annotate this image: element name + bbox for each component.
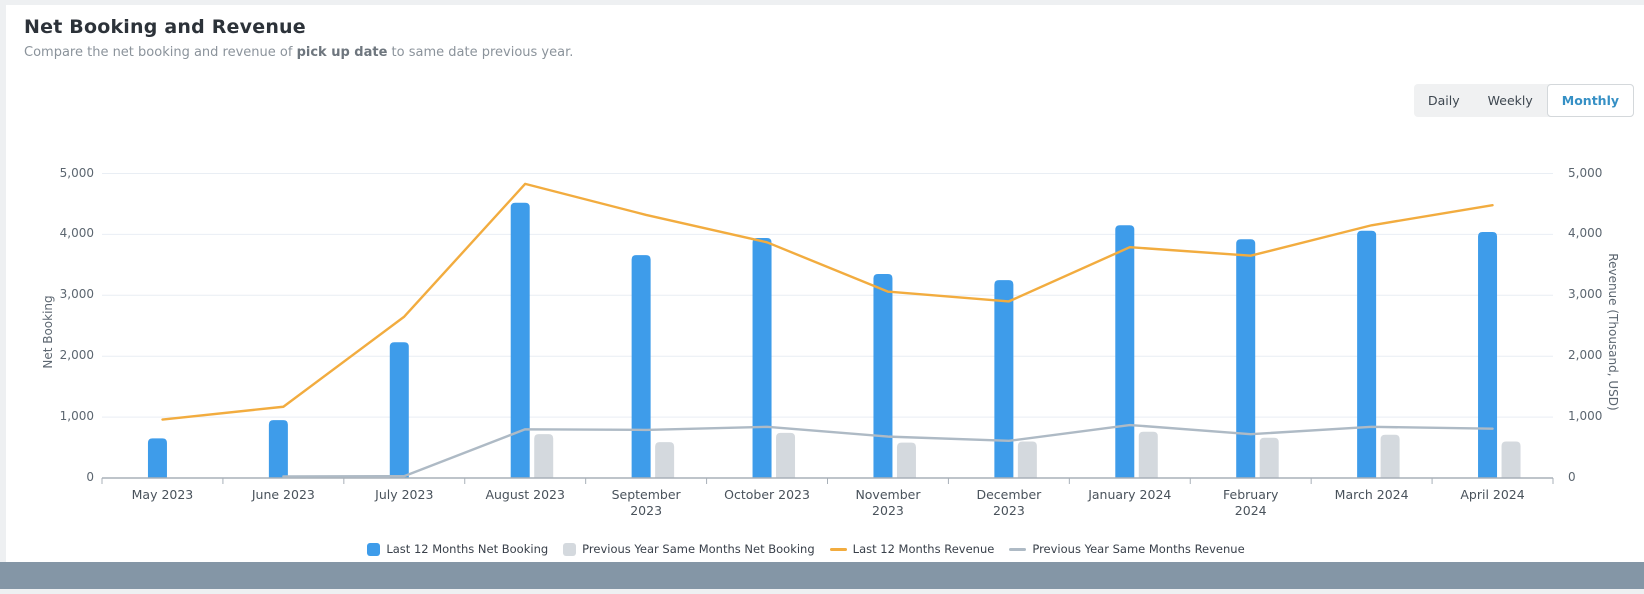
prev-year-booking-bar[interactable] (1502, 441, 1521, 478)
x-axis-label: March 2024 (1317, 487, 1427, 503)
net-booking-bar[interactable] (269, 420, 288, 478)
net-booking-bar[interactable] (1236, 239, 1255, 478)
chart-card: Net Booking and Revenue Compare the net … (6, 5, 1644, 562)
net-booking-bar[interactable] (632, 255, 651, 478)
prev-year-booking-bar[interactable] (1139, 432, 1158, 478)
legend-item-last-12-months-revenue[interactable]: Last 12 Months Revenue (830, 542, 995, 556)
net-booking-bar[interactable] (390, 342, 409, 478)
prev-year-booking-bar[interactable] (655, 442, 674, 478)
x-axis-label: September 2023 (591, 487, 701, 519)
legend-swatch-icon (367, 543, 380, 556)
bottom-bar (0, 562, 1644, 589)
x-axis-label: November 2023 (833, 487, 943, 519)
x-axis-label: October 2023 (712, 487, 822, 503)
legend-item-last-12-months-net-booking[interactable]: Last 12 Months Net Booking (367, 542, 548, 556)
x-axis-label: July 2023 (349, 487, 459, 503)
x-axis-label: December 2023 (954, 487, 1064, 519)
net-booking-bar[interactable] (148, 438, 167, 478)
legend-label: Last 12 Months Revenue (853, 542, 995, 556)
left-axis-tick-label: 1,000 (34, 409, 94, 423)
legend-item-previous-year-same-months-net-booking[interactable]: Previous Year Same Months Net Booking (563, 542, 814, 556)
prev-year-booking-bar[interactable] (1260, 438, 1279, 478)
x-axis-label: April 2024 (1438, 487, 1548, 503)
net-booking-bar[interactable] (511, 203, 530, 478)
legend-item-previous-year-same-months-revenue[interactable]: Previous Year Same Months Revenue (1009, 542, 1244, 556)
net-booking-bar[interactable] (1357, 231, 1376, 478)
x-axis-label: June 2023 (228, 487, 338, 503)
x-axis-label: May 2023 (107, 487, 217, 503)
legend-swatch-icon (563, 543, 576, 556)
prev-year-booking-bar[interactable] (776, 433, 795, 478)
net-booking-bar[interactable] (873, 274, 892, 478)
x-axis-label: February 2024 (1196, 487, 1306, 519)
chart-canvas[interactable] (6, 5, 1644, 594)
chart-legend: Last 12 Months Net Booking Previous Year … (6, 542, 1606, 556)
net-booking-bar[interactable] (1478, 232, 1497, 478)
right-axis-title: Revenue (Thousand, USD) (1606, 252, 1620, 412)
prev-year-booking-bar[interactable] (1018, 441, 1037, 478)
right-axis-tick-label: 4,000 (1568, 226, 1628, 240)
left-axis-tick-label: 4,000 (34, 226, 94, 240)
revenue-line[interactable] (162, 184, 1492, 420)
prev-year-booking-bar[interactable] (1381, 435, 1400, 478)
right-axis-tick-label: 5,000 (1568, 166, 1628, 180)
right-axis-tick-label: 0 (1568, 470, 1628, 484)
x-axis-label: January 2024 (1075, 487, 1185, 503)
left-axis-tick-label: 5,000 (34, 166, 94, 180)
x-axis-label: August 2023 (470, 487, 580, 503)
legend-label: Previous Year Same Months Net Booking (582, 542, 814, 556)
net-booking-bar[interactable] (1115, 225, 1134, 478)
legend-line-icon (830, 548, 847, 551)
left-axis-title: Net Booking (41, 282, 55, 382)
net-booking-bar[interactable] (994, 280, 1013, 478)
prev-year-booking-bar[interactable] (897, 443, 916, 478)
prev-year-booking-bar[interactable] (534, 434, 553, 478)
net-booking-bar[interactable] (753, 238, 772, 478)
left-axis-tick-label: 0 (34, 470, 94, 484)
legend-label: Previous Year Same Months Revenue (1032, 542, 1244, 556)
legend-label: Last 12 Months Net Booking (386, 542, 548, 556)
legend-line-icon (1009, 548, 1026, 551)
